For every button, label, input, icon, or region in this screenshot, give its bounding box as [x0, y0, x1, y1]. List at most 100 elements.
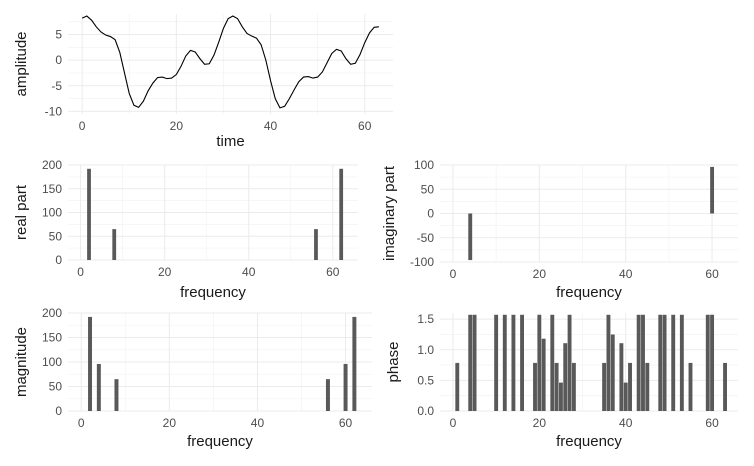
series-line-amplitude [81, 15, 379, 109]
bar-phase [558, 382, 563, 411]
bar-phase [511, 314, 516, 411]
bar-phase [554, 362, 559, 411]
x-axis-title: time [216, 133, 244, 150]
x-tick-label: 20 [158, 265, 172, 279]
x-tick-label: 0 [450, 416, 457, 430]
bar-mag [343, 363, 348, 411]
x-tick-label: 40 [264, 119, 278, 133]
bar-phase [641, 314, 645, 411]
bar-phase [619, 343, 624, 411]
x-axis-title: frequency [556, 433, 622, 450]
y-tick-label: 5 [55, 28, 62, 42]
y-tick-label: 0.0 [417, 404, 434, 418]
x-tick-label: 20 [163, 416, 177, 430]
bar-phase [520, 314, 525, 411]
bar-phase [662, 314, 667, 411]
y-tick-label: 50 [49, 380, 63, 394]
y-tick-label: 50 [49, 229, 63, 243]
y-tick-label: 1.5 [417, 312, 434, 326]
y-tick-label: 100 [414, 158, 434, 172]
bar-phase [671, 314, 676, 411]
y-tick-label: 1.0 [417, 343, 434, 357]
x-tick-label: 60 [339, 416, 353, 430]
y-axis-title: real part [13, 184, 30, 240]
bar-phase [606, 314, 611, 411]
bar-mag [325, 379, 330, 411]
x-tick-label: 20 [533, 416, 547, 430]
y-tick-label: -5 [51, 79, 62, 93]
bar-phase [723, 362, 727, 411]
x-tick-label: 40 [619, 267, 633, 281]
bar-mag [88, 316, 93, 411]
x-tick-label: 0 [450, 267, 457, 281]
bar-phase [628, 362, 632, 411]
bar-phase [658, 314, 663, 411]
bar-phase [533, 362, 537, 411]
bar-mag [352, 316, 357, 411]
bar-mag [96, 363, 101, 411]
panel-time: 0 20 40 60 -10 -5 0 5 time amplitude [13, 14, 393, 150]
bar-imag [468, 213, 473, 261]
x-tick-label: 60 [326, 265, 340, 279]
bar-real [339, 168, 344, 260]
bar-phase [468, 314, 473, 411]
panel-phase: 0 20 40 60 0.0 0.5 1.0 1.5 frequency phase [385, 312, 738, 450]
bar-phase [563, 343, 568, 411]
x-axis-title: frequency [187, 433, 253, 450]
bar-phase [623, 382, 628, 411]
y-tick-label: 0 [55, 253, 62, 267]
y-axis-title: magnitude [13, 327, 30, 397]
bar-phase [571, 362, 576, 411]
x-tick-label: 60 [705, 416, 719, 430]
y-tick-label: 0 [55, 404, 62, 418]
x-tick-label: 0 [79, 119, 86, 133]
y-tick-label: 50 [421, 182, 435, 196]
y-tick-label: 0 [427, 207, 434, 221]
bar-real [87, 168, 91, 260]
x-tick-label: 20 [170, 119, 184, 133]
x-tick-label: 0 [78, 416, 85, 430]
bar-phase [705, 314, 710, 411]
bar-phase [636, 314, 641, 411]
bar-phase [494, 314, 499, 411]
bar-phase [610, 334, 615, 411]
x-tick-label: 60 [705, 267, 719, 281]
y-tick-label: -100 [410, 255, 434, 269]
bar-phase [537, 314, 542, 411]
bar-imag [710, 166, 715, 214]
bar-phase [550, 314, 555, 411]
x-tick-label: 20 [533, 267, 547, 281]
bar-real [314, 229, 318, 260]
y-tick-label: 200 [42, 306, 62, 320]
bar-phase [541, 338, 546, 411]
bar-phase [710, 314, 715, 411]
x-tick-label: 0 [77, 265, 84, 279]
y-tick-label: 0 [55, 53, 62, 67]
bar-mag [114, 379, 119, 411]
panel-real: 0 20 40 60 0 50 100 150 200 frequency real part [13, 158, 358, 301]
y-tick-label: 150 [42, 182, 62, 196]
y-axis-title: phase [385, 342, 402, 383]
x-axis-title: frequency [556, 284, 622, 301]
x-axis-title: frequency [180, 284, 246, 301]
bar-phase [602, 362, 607, 411]
bar-phase [688, 362, 693, 411]
x-tick-label: 60 [358, 119, 372, 133]
x-tick-label: 40 [251, 416, 265, 430]
panel-mag: 0 20 40 60 0 50 100 150 200 frequency magnitude [13, 306, 372, 450]
bar-phase [679, 314, 684, 411]
bar-phase [455, 362, 460, 411]
y-axis-title: amplitude [13, 31, 30, 96]
bar-phase [502, 314, 507, 411]
y-tick-label: 150 [42, 331, 62, 345]
bar-real [112, 229, 117, 260]
y-tick-label: 100 [42, 206, 62, 220]
y-tick-label: 0.5 [417, 373, 434, 387]
y-tick-label: 200 [42, 158, 62, 172]
bar-phase [472, 314, 477, 411]
x-tick-label: 40 [242, 265, 256, 279]
panel-imag: 0 20 40 60 -100 -50 0 50 100 frequency imaginary p… [381, 158, 738, 301]
bar-phase [567, 314, 572, 411]
x-tick-label: 40 [619, 416, 633, 430]
